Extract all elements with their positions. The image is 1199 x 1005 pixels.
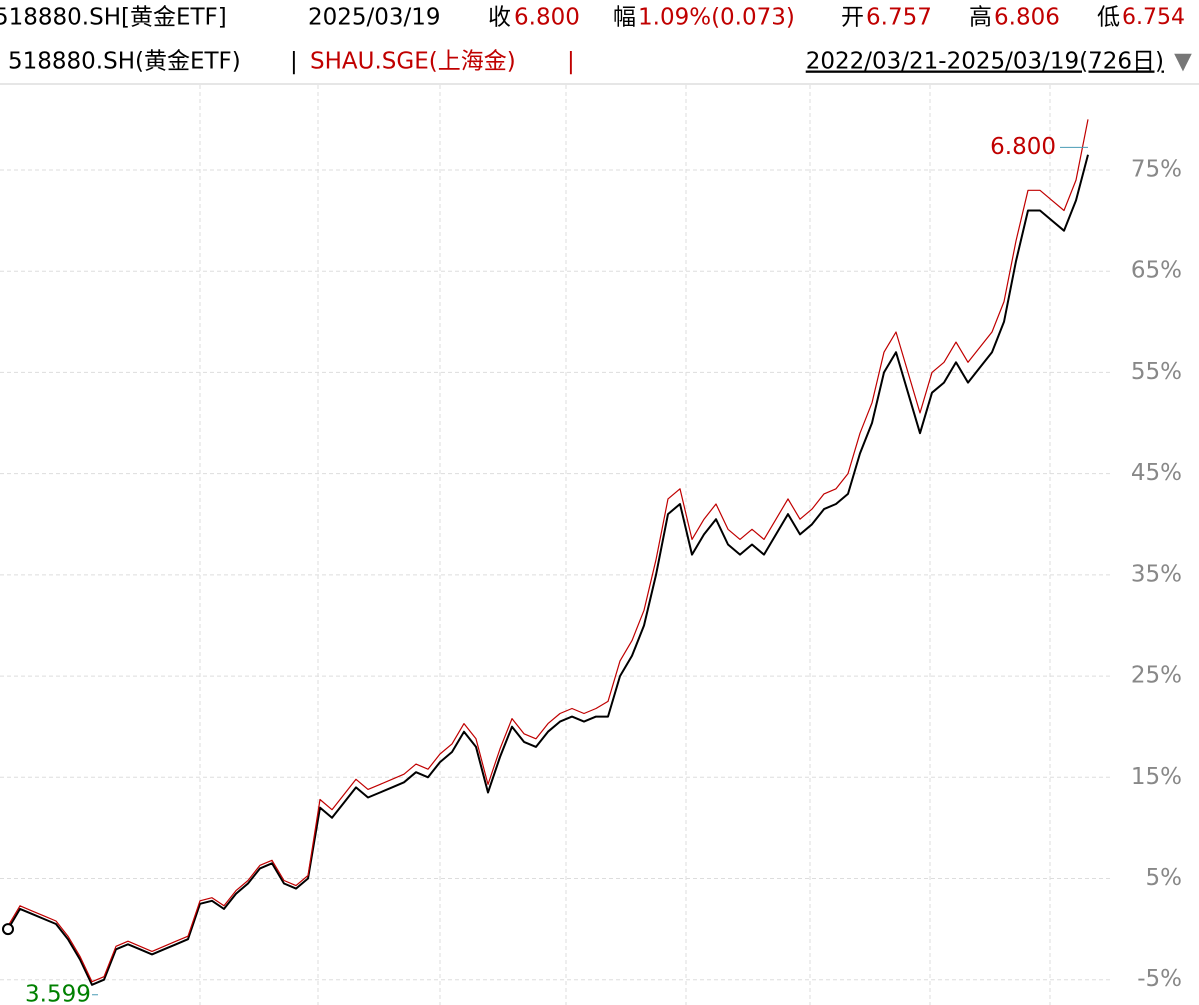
start-marker (2, 923, 14, 936)
code-name: 518880.SH[黄金ETF] (0, 5, 227, 31)
legend-entry: 518880.SH(黄金ETF) (8, 49, 241, 75)
open: 6.757 (866, 5, 932, 31)
date: 2025/03/19 (308, 5, 441, 31)
y-tick-label: 55% (1131, 359, 1182, 385)
low-label: 低 (1097, 5, 1120, 31)
y-tick-label: 5% (1146, 865, 1183, 891)
series-line (7, 119, 1089, 983)
close-label: 收 (488, 5, 511, 31)
vertical-grid (199, 85, 1051, 1005)
separator: | (567, 49, 575, 75)
low: 6.754 (1122, 5, 1185, 30)
separator: | (290, 49, 298, 75)
y-tick-label: 75% (1131, 157, 1182, 183)
high: 6.806 (994, 5, 1060, 31)
max-label: 6.800 (990, 134, 1056, 160)
high-label: 高 (969, 5, 992, 31)
change: 1.09%(0.073) (638, 5, 795, 31)
change-label: 幅 (613, 5, 636, 31)
min-label: 3.599 (25, 981, 91, 1005)
date-range[interactable]: 2022/03/21-2025/03/19(726日) (806, 49, 1164, 75)
y-tick-label: 15% (1131, 764, 1182, 790)
y-tick-label: 25% (1131, 663, 1182, 689)
legend-entry: SHAU.SGE(上海金) (310, 49, 516, 75)
y-tick-label: 65% (1131, 258, 1182, 284)
menu-arrow[interactable]: ▼ (1174, 49, 1192, 75)
close: 6.800 (514, 5, 580, 31)
y-tick-label: -5% (1137, 966, 1182, 992)
open-label: 开 (841, 5, 864, 31)
y-tick-label: 35% (1131, 561, 1182, 587)
series-line (7, 154, 1089, 986)
y-tick-label: 45% (1131, 460, 1182, 486)
